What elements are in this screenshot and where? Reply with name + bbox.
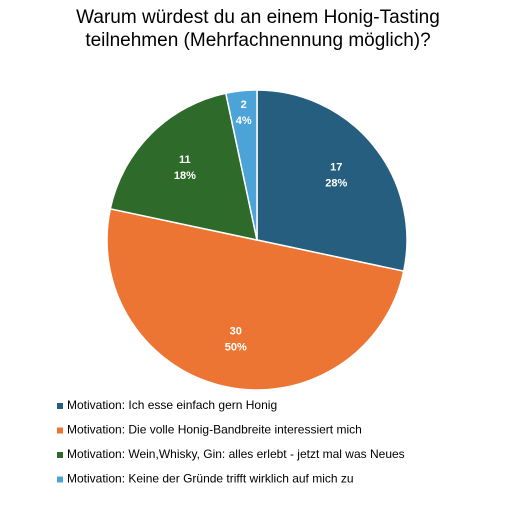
legend-swatch — [57, 403, 63, 409]
value-label: 17 — [330, 162, 342, 174]
value-label: 2 — [241, 99, 247, 111]
value-label: 30 — [230, 326, 242, 338]
legend-label: Motivation: Ich esse einfach gern Honig — [67, 398, 277, 412]
legend-swatch — [57, 476, 63, 483]
percent-label: 4% — [236, 115, 252, 127]
value-label: 11 — [179, 154, 191, 166]
legend-swatch — [57, 427, 63, 434]
pie-slice — [109, 92, 258, 241]
legend-label: Motivation: Keine der Gründe trifft wirk… — [67, 472, 354, 486]
chart-title: Warum würdest du an einem Honig-Tasting … — [76, 7, 440, 51]
legend-label: Motivation: Die volle Honig-Bandbreite i… — [67, 423, 362, 437]
legend-swatch — [57, 452, 63, 458]
pie-slice — [224, 89, 258, 241]
legend-label: Motivation: Wein,Whisky, Gin: alles erle… — [67, 447, 405, 461]
pie-slice — [106, 207, 405, 391]
percent-label: 50% — [225, 342, 247, 354]
pie-slice — [256, 89, 408, 273]
percent-label: 18% — [174, 170, 196, 182]
percent-label: 28% — [325, 178, 347, 190]
